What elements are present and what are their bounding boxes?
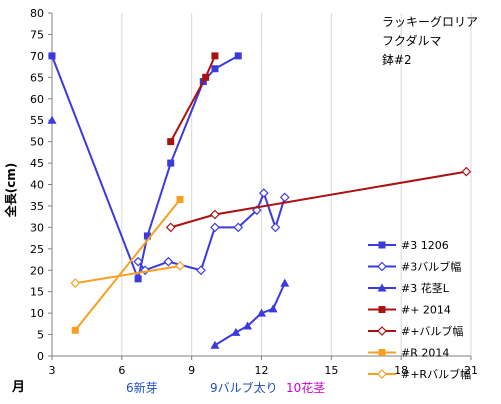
series-line	[169, 55, 216, 143]
series-line	[51, 54, 239, 283]
series-triangle	[210, 278, 290, 349]
series-square	[167, 52, 219, 146]
tick-labels: 3 6 9 12 15 18 21 0 5 10 15 20 25 30 35 40 45 50 55 60 65 70 7…	[30, 7, 478, 377]
x-tick-label: 3	[49, 364, 56, 377]
data-point	[133, 256, 143, 267]
data-point	[234, 52, 242, 60]
data-point	[270, 222, 281, 233]
data-point	[243, 321, 253, 330]
series-line	[137, 190, 286, 272]
legend-marker	[378, 306, 386, 313]
x-tick-label: 15	[324, 364, 338, 377]
legend-marker	[378, 349, 386, 356]
data-point	[231, 327, 241, 336]
y-tick-label: 35	[30, 200, 44, 213]
month-event-label: 6新芽	[126, 380, 158, 395]
data-point	[280, 278, 290, 287]
series-group	[47, 52, 472, 349]
data-point	[167, 138, 175, 146]
series-diamond	[70, 261, 185, 288]
data-point	[176, 196, 184, 204]
y-tick-label: 80	[30, 7, 44, 20]
y-tick-label: 70	[30, 50, 44, 63]
y-tick-label: 25	[30, 243, 44, 256]
y-tick-label: 50	[30, 136, 44, 149]
data-point	[210, 340, 220, 349]
data-point	[71, 326, 79, 334]
series-square	[48, 52, 242, 283]
annotation-line: 鉢#2	[382, 53, 412, 67]
y-tick-label: 45	[30, 157, 44, 170]
series-square	[71, 196, 184, 334]
series-diamond	[165, 166, 472, 233]
data-point	[210, 222, 220, 233]
y-axis-label: 全長(cm)	[3, 163, 18, 219]
month-event-label: 10花茎	[286, 380, 325, 395]
legend-label: #+Rバルブ幅	[401, 367, 471, 381]
y-tick-label: 0	[37, 350, 44, 363]
y-tick-label: 10	[30, 307, 44, 320]
annotation-line: フクダルマ	[382, 33, 442, 48]
month-events: 6新芽 9バルブ太り 10花茎	[126, 380, 325, 395]
data-point	[211, 52, 219, 60]
legend-label: #3 1206	[401, 239, 449, 252]
x-axis-label: 月	[11, 380, 25, 395]
data-point	[257, 308, 266, 317]
data-point	[163, 256, 174, 267]
y-tick-label: 60	[30, 93, 44, 106]
x-tick-label: 12	[255, 364, 269, 377]
series-line	[214, 282, 286, 347]
data-point	[279, 192, 290, 203]
legend-label: #+バルブ幅	[401, 324, 463, 338]
x-tick-label: 21	[464, 364, 478, 377]
data-point	[233, 222, 244, 233]
data-point	[461, 166, 472, 177]
legend-label: #R 2014	[401, 347, 449, 360]
y-tick-label: 30	[30, 221, 44, 234]
legend-label: #3 花茎L	[401, 282, 450, 295]
annotation-line: ラッキーグロリア	[382, 15, 478, 29]
legend-marker	[377, 369, 387, 379]
y-tick-label: 40	[30, 179, 44, 192]
month-event-label: 9バルブ太り	[210, 380, 278, 395]
plant-annotation: ラッキーグロリア フクダルマ 鉢#2	[382, 15, 478, 67]
series-diamond	[133, 188, 290, 276]
data-point	[47, 115, 57, 124]
legend-marker	[377, 283, 387, 292]
series-line	[74, 198, 181, 331]
x-tick-label: 9	[188, 364, 195, 377]
legend-label: #3バルブ幅	[401, 260, 461, 274]
y-tick-label: 75	[30, 28, 44, 41]
data-point	[167, 159, 175, 167]
legend-marker	[377, 326, 387, 336]
grid-lines	[121, 13, 472, 356]
y-tick-label: 20	[30, 264, 44, 277]
series-line	[75, 264, 181, 285]
legend: #3 1206 #3バルブ幅 #3 花茎L #+ 2014 #+バルブ幅 #R 2014 #…	[368, 239, 471, 381]
data-point	[196, 265, 206, 276]
data-point	[202, 73, 210, 81]
data-point	[134, 275, 142, 283]
data-point	[165, 222, 176, 233]
y-tick-label: 5	[37, 329, 44, 342]
x-tick-label: 18	[394, 364, 408, 377]
legend-label: #+ 2014	[401, 304, 451, 317]
data-point	[48, 52, 56, 60]
data-point	[143, 232, 151, 240]
data-point	[268, 304, 278, 313]
y-tick-label: 55	[30, 114, 44, 127]
data-point	[210, 209, 220, 220]
data-point	[70, 278, 81, 288]
data-point	[175, 261, 185, 271]
y-tick-label: 15	[30, 286, 44, 299]
legend-marker	[378, 241, 386, 249]
y-tick-label: 65	[30, 71, 44, 84]
x-tick-label: 6	[118, 364, 125, 377]
data-point	[211, 65, 219, 73]
legend-marker	[377, 261, 387, 272]
data-point	[258, 188, 269, 198]
